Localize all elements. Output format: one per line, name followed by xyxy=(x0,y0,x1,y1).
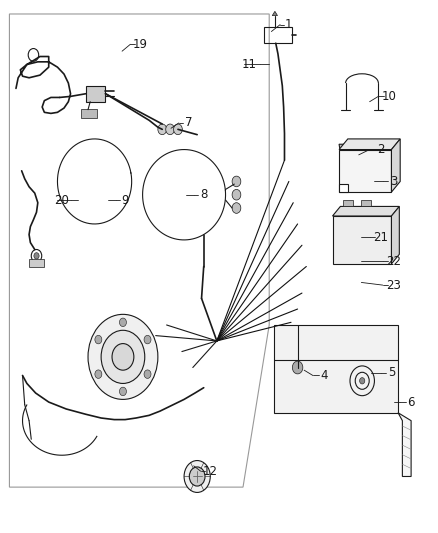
Circle shape xyxy=(158,124,166,135)
Bar xyxy=(81,109,97,118)
Circle shape xyxy=(95,370,102,378)
Text: 3: 3 xyxy=(390,175,397,188)
Text: 21: 21 xyxy=(373,231,388,244)
Text: 10: 10 xyxy=(382,90,397,103)
Circle shape xyxy=(166,124,174,135)
Text: 8: 8 xyxy=(200,188,208,201)
Circle shape xyxy=(184,461,210,492)
Circle shape xyxy=(360,377,365,384)
Polygon shape xyxy=(392,206,399,264)
Text: 6: 6 xyxy=(407,395,415,409)
Text: 20: 20 xyxy=(54,193,69,207)
Polygon shape xyxy=(272,11,278,15)
Circle shape xyxy=(112,344,134,370)
Circle shape xyxy=(189,467,205,486)
Circle shape xyxy=(342,146,349,154)
Text: 5: 5 xyxy=(388,366,395,379)
Text: 9: 9 xyxy=(121,193,129,207)
Bar xyxy=(361,200,371,206)
Polygon shape xyxy=(398,413,411,477)
Bar xyxy=(274,325,398,413)
Text: 23: 23 xyxy=(386,279,401,292)
Circle shape xyxy=(120,318,127,327)
Circle shape xyxy=(88,314,158,399)
Polygon shape xyxy=(339,184,348,192)
Polygon shape xyxy=(392,139,400,192)
Text: 2: 2 xyxy=(377,143,384,156)
Bar xyxy=(343,200,353,206)
Text: 19: 19 xyxy=(133,38,148,51)
Bar xyxy=(339,150,392,192)
Circle shape xyxy=(95,335,102,344)
Circle shape xyxy=(144,370,151,378)
Bar xyxy=(86,86,106,102)
Circle shape xyxy=(173,124,182,135)
Circle shape xyxy=(34,253,39,259)
Text: 12: 12 xyxy=(203,465,218,478)
Circle shape xyxy=(232,203,241,213)
Circle shape xyxy=(120,387,127,395)
Circle shape xyxy=(232,176,241,187)
Text: 11: 11 xyxy=(242,58,257,71)
Polygon shape xyxy=(339,139,400,150)
Bar xyxy=(264,27,292,43)
Text: 4: 4 xyxy=(320,369,328,382)
Circle shape xyxy=(232,189,241,200)
Bar xyxy=(29,259,44,266)
Circle shape xyxy=(292,361,303,374)
Text: 7: 7 xyxy=(185,117,192,130)
Text: 1: 1 xyxy=(285,18,293,31)
Circle shape xyxy=(101,330,145,383)
Text: 22: 22 xyxy=(386,255,401,268)
Polygon shape xyxy=(339,144,352,158)
Bar xyxy=(332,216,392,264)
Circle shape xyxy=(144,335,151,344)
Polygon shape xyxy=(332,206,399,216)
